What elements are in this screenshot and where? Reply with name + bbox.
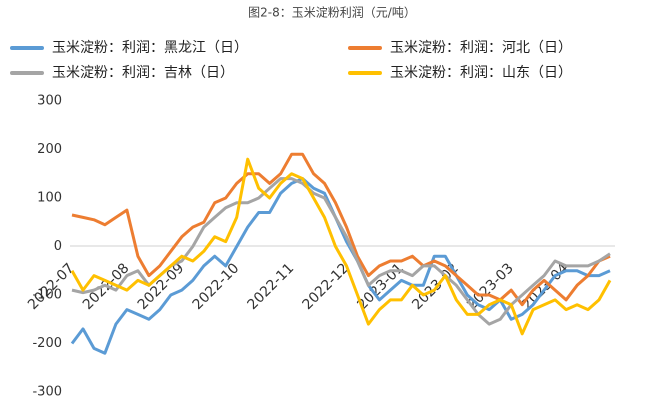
y-tick-label: -200 (32, 336, 62, 351)
y-tick-label: 200 (37, 142, 62, 157)
y-tick-label: -100 (32, 288, 62, 303)
x-tick-label: 2022-10 (190, 260, 243, 313)
x-tick-label: 2022-11 (245, 260, 298, 313)
legend-label: 玉米淀粉：利润：黑龙江（日） (52, 40, 248, 56)
series-line (71, 152, 611, 307)
series-line (70, 157, 612, 336)
legend-label: 玉米淀粉：利润：吉林（日） (52, 65, 234, 81)
y-tick-label: 0 (54, 239, 62, 254)
y-tick-label: 100 (37, 191, 62, 206)
legend-label: 玉米淀粉：利润：河北（日） (390, 40, 572, 56)
x-tick-label: 2022-09 (135, 260, 188, 313)
x-tick-label: 2022-12 (299, 260, 352, 313)
y-tick-label: -300 (32, 385, 62, 400)
y-tick-label: 300 (37, 94, 62, 109)
chart-title: 图2-8：玉米淀粉利润（元/吨） (248, 6, 416, 20)
legend-label: 玉米淀粉：利润：山东（日） (390, 65, 572, 81)
